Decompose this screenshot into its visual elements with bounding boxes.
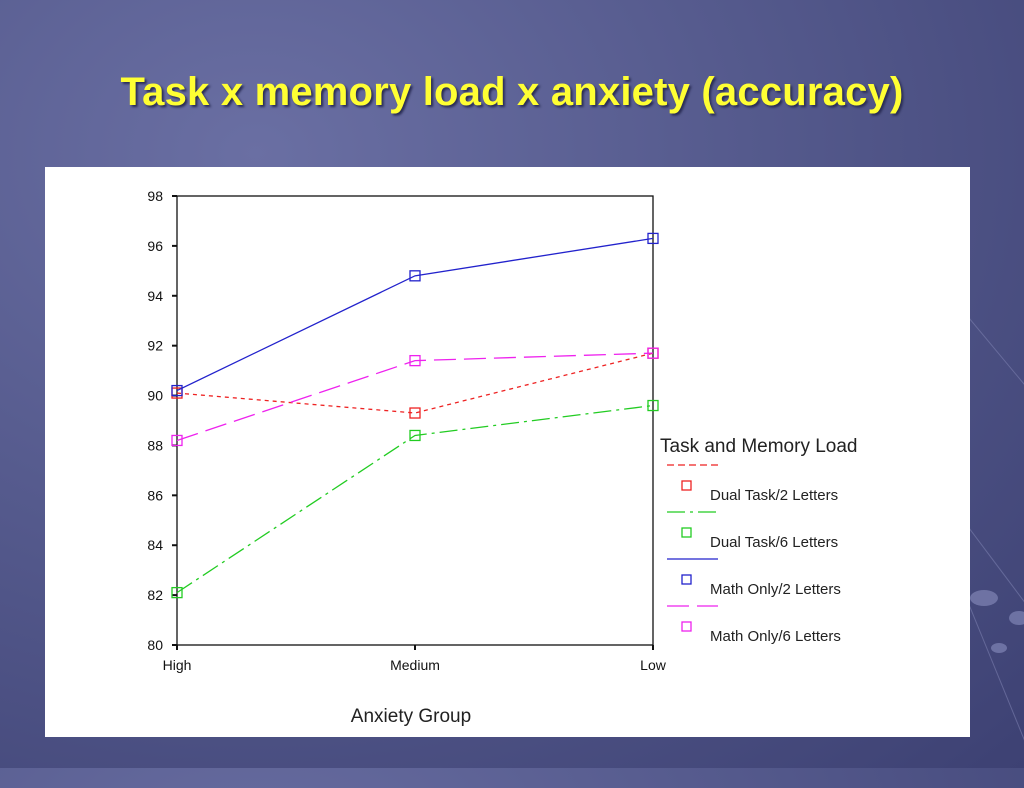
legend-label-dual-task-6-letters: Dual Task/6 Letters <box>710 534 838 551</box>
series-line-dual-task-2-letters <box>176 352 654 414</box>
slide-title: Task x memory load x anxiety (accuracy) <box>120 70 904 114</box>
plot-frame <box>176 195 654 646</box>
data-point-dual-task-2-letters <box>409 407 421 419</box>
legend-label-math-only-6-letters: Math Only/6 Letters <box>710 628 841 645</box>
legend-title: Task and Memory Load <box>660 436 858 457</box>
y-tick-label: 98 <box>147 188 163 204</box>
legend-swatch-marker-dual-task-6-letters <box>681 527 692 538</box>
y-tick-label: 88 <box>147 437 163 453</box>
data-point-math-only-6-letters <box>171 434 183 447</box>
y-tick-label: 94 <box>147 288 163 304</box>
y-tick-label: 96 <box>147 238 163 254</box>
series-line-dual-task-6-letters <box>176 404 654 594</box>
series-line-math-only-2-letters <box>176 237 654 392</box>
chart-axes: 80 82 84 86 88 90 92 94 96 98 High Medium Low <box>147 188 666 673</box>
y-tick-label: 90 <box>147 388 163 404</box>
y-tick-label: 82 <box>147 587 163 603</box>
data-point-dual-task-6-letters <box>409 429 421 442</box>
line-chart: 80 82 84 86 88 90 92 94 96 98 High Medium Low Anxiet… <box>147 188 858 727</box>
legend-label-dual-task-2-letters: Dual Task/2 Letters <box>710 487 838 504</box>
data-point-math-only-6-letters <box>409 354 421 367</box>
legend-swatch-marker-math-only-6-letters <box>681 621 692 632</box>
y-tick-label: 84 <box>147 537 163 553</box>
chart-legend: Task and Memory Load Dual Task/2 Letters… <box>660 436 858 645</box>
data-point-math-only-2-letters <box>647 232 659 245</box>
x-tick-label: Low <box>640 657 667 673</box>
y-tick-label: 92 <box>147 338 163 354</box>
legend-label-math-only-2-letters: Math Only/2 Letters <box>710 581 841 598</box>
chart-series <box>171 232 659 599</box>
data-point-math-only-2-letters <box>409 270 421 282</box>
data-point-math-only-6-letters <box>647 347 659 359</box>
legend-swatch-marker-math-only-2-letters <box>681 574 692 585</box>
x-tick-label: High <box>163 657 192 673</box>
chart-panel: 80 82 84 86 88 90 92 94 96 98 High Medium Low Anxiet… <box>45 167 970 737</box>
x-tick-label: Medium <box>390 657 440 673</box>
series-line-math-only-6-letters <box>176 352 654 442</box>
y-tick-label: 86 <box>147 487 163 503</box>
x-axis-title: Anxiety Group <box>351 706 471 727</box>
data-point-math-only-2-letters <box>171 384 183 397</box>
y-tick-label: 80 <box>147 637 163 653</box>
data-point-dual-task-6-letters <box>647 399 659 412</box>
data-point-dual-task-6-letters <box>171 586 183 599</box>
legend-swatch-marker-dual-task-2-letters <box>681 480 692 491</box>
